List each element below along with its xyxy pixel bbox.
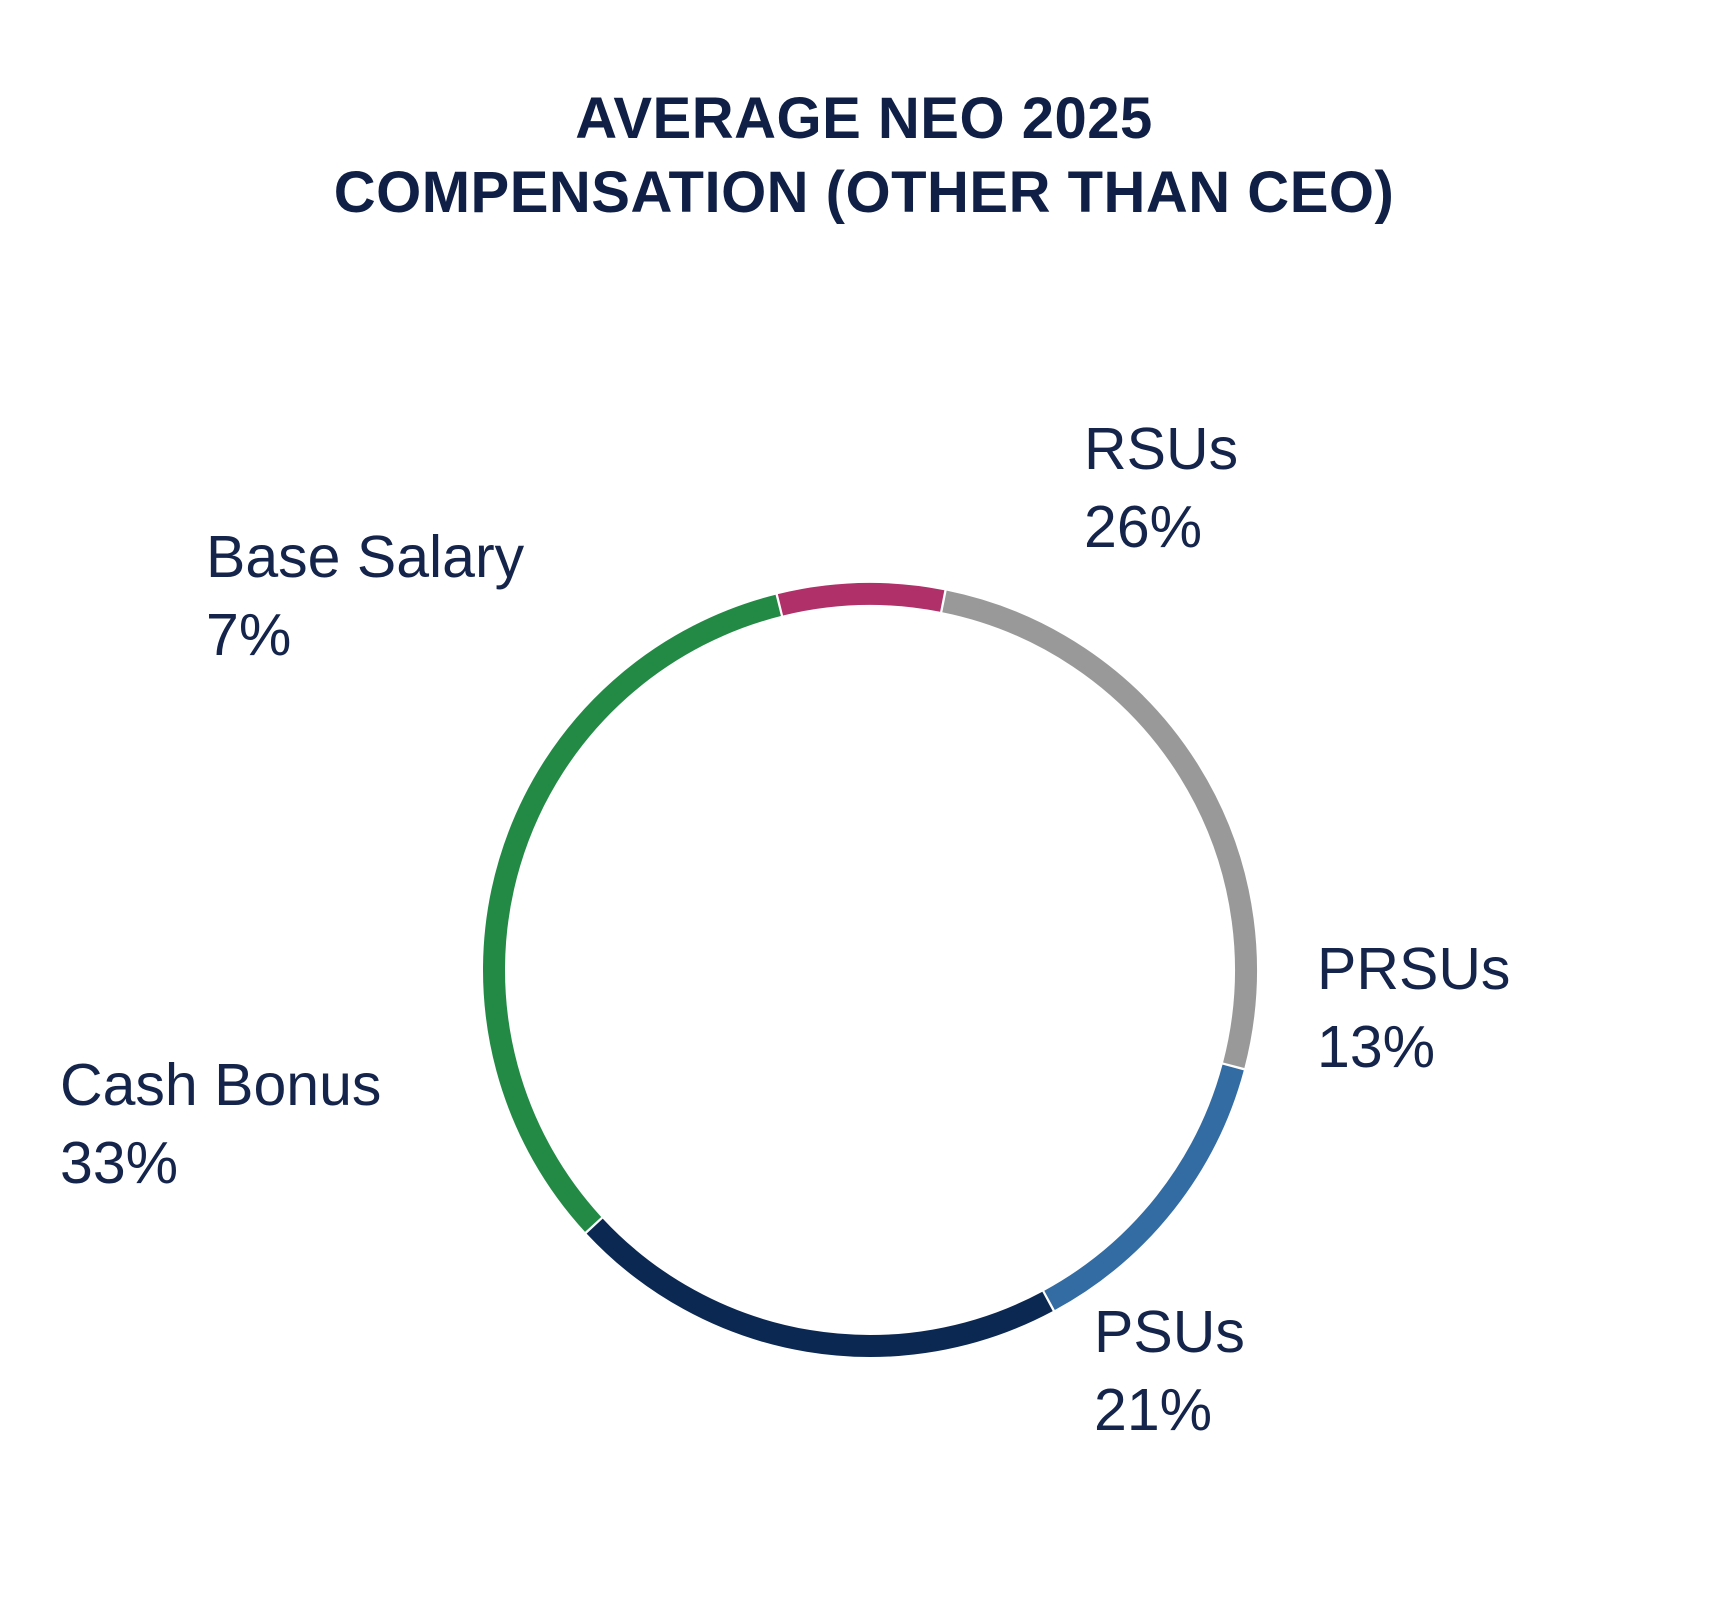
label-rsus-name: RSUs [1084, 416, 1239, 482]
label-base-salary: Base Salary 7% [206, 518, 524, 674]
label-psus: PSUs 21% [1094, 1293, 1245, 1449]
label-base-salary-name: Base Salary [206, 524, 525, 590]
label-rsus: RSUs 26% [1084, 410, 1238, 566]
label-prsus-name: PRSUs [1317, 936, 1511, 1002]
chart-title: AVERAGE NEO 2025 COMPENSATION (OTHER THA… [0, 82, 1728, 230]
label-prsus: PRSUs 13% [1317, 930, 1510, 1086]
label-base-salary-value: 7% [206, 602, 292, 668]
label-cash-bonus-value: 33% [60, 1130, 179, 1196]
chart-title-line-2: COMPENSATION (OTHER THAN CEO) [333, 160, 1395, 225]
label-prsus-value: 13% [1317, 1014, 1436, 1080]
label-rsus-value: 26% [1084, 494, 1203, 560]
slice-psus [586, 1218, 1053, 1357]
label-psus-value: 21% [1094, 1377, 1213, 1443]
label-cash-bonus-name: Cash Bonus [60, 1052, 382, 1118]
slice-cash-bonus [483, 594, 781, 1232]
chart-title-line-1: AVERAGE NEO 2025 [575, 86, 1153, 151]
label-cash-bonus: Cash Bonus 33% [60, 1046, 381, 1202]
slice-rsus [942, 590, 1257, 1069]
slice-prsus [1044, 1064, 1244, 1311]
slice-base-salary [777, 583, 945, 616]
label-psus-name: PSUs [1094, 1299, 1245, 1365]
